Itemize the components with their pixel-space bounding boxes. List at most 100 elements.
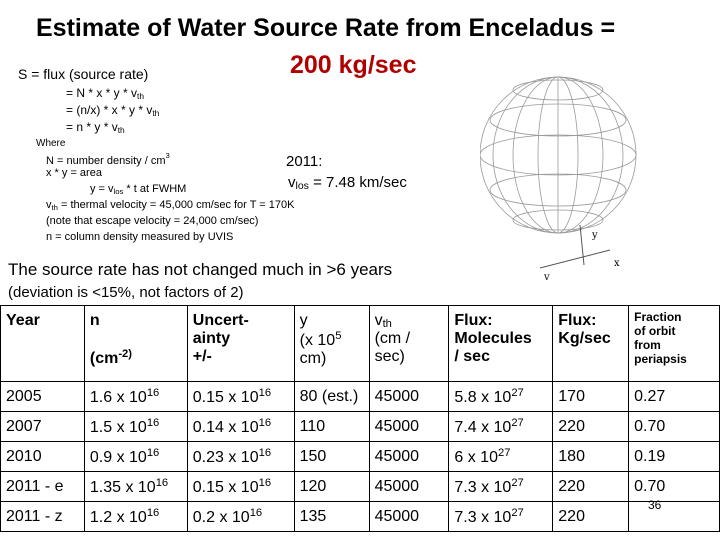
cell-year: 2005 bbox=[0, 381, 85, 412]
cell-n-value: 1.2 x 10 bbox=[89, 508, 147, 526]
cell-n: 1.35 x 1016 bbox=[83, 471, 188, 502]
cell-flux-kg: 170 bbox=[552, 381, 630, 412]
cell-n: 1.5 x 1016 bbox=[83, 411, 188, 442]
cell-uncertainty-exponent: 16 bbox=[258, 416, 272, 429]
cell-y-value: 80 (est.) bbox=[299, 387, 359, 405]
cell-uncertainty-value: 0.23 x 10 bbox=[192, 448, 259, 466]
cell-vth-value: 45000 bbox=[374, 507, 420, 525]
cell-uncertainty: 0.15 x 1016 bbox=[186, 381, 295, 412]
cell-vth-value: 45000 bbox=[374, 417, 420, 435]
table-row: 2010 0.9 x 1016 0.23 x 1016 150 45000 6 x 102… bbox=[0, 441, 720, 472]
cell-uncertainty-exponent: 16 bbox=[258, 446, 272, 459]
cell-vth-value: 45000 bbox=[374, 387, 420, 405]
table-row: 2007 1.5 x 1016 0.14 x 1016 110 45000 7.4 x 1… bbox=[0, 411, 720, 442]
def-number-density: N = number density / cm3 bbox=[46, 151, 170, 167]
cell-flux-molecules-exponent: 27 bbox=[511, 476, 524, 489]
plume-x-line bbox=[539, 249, 611, 269]
globe-wireframe bbox=[480, 76, 637, 234]
header-flux-molecules: Flux: Molecules / sec bbox=[448, 305, 554, 382]
header-uncertainty: Uncert-ainty +/- bbox=[186, 305, 295, 382]
year-2011-label: 2011: bbox=[286, 153, 323, 170]
cell-year: 2007 bbox=[0, 411, 85, 442]
cell-uncertainty-exponent: 16 bbox=[258, 386, 272, 399]
label-v: v bbox=[543, 272, 550, 283]
cell-flux-molecules-value: 6 x 10 bbox=[454, 448, 498, 466]
table-header-row: Year n (cm-2) Uncert-ainty +/- y (x 105 cm) … bbox=[0, 305, 720, 382]
cell-year-value: 2011 - z bbox=[6, 507, 63, 525]
enceladus-globe-figure: y x v bbox=[480, 76, 637, 283]
cell-uncertainty-value: 0.15 x 10 bbox=[192, 478, 259, 496]
cell-flux-molecules: 7.4 x 1027 bbox=[448, 411, 554, 442]
cell-y: 120 bbox=[293, 471, 370, 502]
cell-flux-molecules-exponent: 27 bbox=[497, 446, 511, 459]
cell-y: 135 bbox=[293, 501, 370, 532]
plume-y-line bbox=[579, 224, 585, 266]
cell-uncertainty: 0.2 x 1016 bbox=[186, 501, 295, 532]
cell-vth-value: 45000 bbox=[374, 447, 420, 465]
flux-label: S = flux (source rate) bbox=[18, 66, 149, 82]
header-vth: vth (cm / sec) bbox=[368, 305, 450, 382]
cell-n-value: 1.35 x 10 bbox=[89, 478, 156, 496]
cell-y: 150 bbox=[293, 441, 370, 472]
equation-2: = (n/x) * x * y * vth bbox=[66, 103, 160, 118]
cell-vth: 45000 bbox=[368, 411, 450, 442]
table-row: 2011 - z 1.2 x 1016 0.2 x 1016 135 45000 7.3 … bbox=[0, 501, 720, 532]
cell-y-value: 110 bbox=[299, 417, 326, 435]
cell-flux-kg: 220 bbox=[552, 471, 630, 502]
cell-y-value: 135 bbox=[299, 507, 327, 525]
cell-year: 2011 - e bbox=[0, 471, 85, 502]
cell-vth-value: 45000 bbox=[374, 477, 420, 495]
def-column-density: n = column density measured by UVIS bbox=[46, 231, 234, 243]
cell-flux-kg: 220 bbox=[552, 411, 630, 442]
cell-n-exponent: 16 bbox=[155, 476, 169, 489]
cell-flux-molecules-value: 7.4 x 10 bbox=[454, 418, 512, 436]
cell-vth: 45000 bbox=[368, 501, 450, 532]
slide-title-value: 200 kg/sec bbox=[290, 51, 417, 79]
note-source-rate: The source rate has not changed much in … bbox=[8, 260, 393, 279]
cell-uncertainty-value: 0.14 x 10 bbox=[192, 418, 259, 436]
cell-n-value: 0.9 x 10 bbox=[89, 448, 147, 466]
slide-title: Estimate of Water Source Rate from Encel… bbox=[36, 14, 616, 42]
cell-year-value: 2010 bbox=[6, 447, 42, 465]
cell-flux-molecules-value: 5.8 x 10 bbox=[454, 388, 512, 406]
cell-flux-molecules: 7.3 x 1027 bbox=[448, 501, 554, 532]
cell-fraction: 0.70 bbox=[628, 471, 720, 502]
cell-fraction-value: 0.70 bbox=[634, 477, 666, 495]
cell-flux-kg-value: 170 bbox=[558, 387, 585, 405]
cell-year-value: 2011 - e bbox=[6, 477, 64, 495]
header-n: n (cm-2) bbox=[83, 305, 188, 382]
label-x: x bbox=[614, 258, 620, 269]
cell-fraction: 0.19 bbox=[628, 441, 720, 472]
cell-n-exponent: 16 bbox=[146, 386, 160, 399]
cell-n: 0.9 x 1016 bbox=[83, 441, 188, 472]
cell-n-exponent: 16 bbox=[146, 416, 160, 429]
cell-uncertainty-exponent: 16 bbox=[258, 476, 272, 489]
cell-uncertainty: 0.15 x 1016 bbox=[186, 471, 295, 502]
cell-vth: 45000 bbox=[368, 381, 450, 412]
cell-flux-kg-value: 220 bbox=[558, 477, 585, 495]
cell-year: 2011 - z bbox=[0, 501, 85, 532]
cell-uncertainty-value: 0.15 x 10 bbox=[192, 388, 259, 406]
def-thermal-velocity: vth = thermal velocity = 45,000 cm/sec f… bbox=[46, 199, 295, 212]
cell-flux-kg: 220 bbox=[552, 501, 630, 532]
def-area: x * y = area bbox=[46, 167, 102, 179]
cell-fraction bbox=[628, 501, 720, 532]
cell-flux-molecules: 5.8 x 1027 bbox=[448, 381, 554, 412]
cell-flux-kg-value: 220 bbox=[558, 507, 585, 525]
cell-n-value: 1.6 x 10 bbox=[89, 388, 147, 406]
cell-flux-molecules-exponent: 27 bbox=[511, 506, 524, 519]
vlos-value: vlos = 7.48 km/sec bbox=[288, 174, 407, 192]
table-row: 2011 - e 1.35 x 1016 0.15 x 1016 120 45000 7.… bbox=[0, 471, 720, 502]
cell-fraction: 0.27 bbox=[628, 381, 720, 412]
header-fraction-orbit: Fraction of orbit from periapsis bbox=[628, 305, 720, 382]
cell-n-exponent: 16 bbox=[146, 506, 160, 519]
cell-fraction-value: 0.27 bbox=[634, 387, 666, 405]
cell-uncertainty: 0.23 x 1016 bbox=[186, 441, 295, 472]
cell-uncertainty-value: 0.2 x 10 bbox=[192, 508, 250, 526]
equation-3: = n * y * vth bbox=[66, 120, 125, 135]
cell-year: 2010 bbox=[0, 441, 85, 472]
cell-vth: 45000 bbox=[368, 441, 450, 472]
cell-y-value: 150 bbox=[299, 447, 327, 465]
cell-year-value: 2007 bbox=[6, 417, 42, 435]
table-row: 2005 1.6 x 1016 0.15 x 1016 80 (est.) 45000 5… bbox=[0, 381, 720, 412]
